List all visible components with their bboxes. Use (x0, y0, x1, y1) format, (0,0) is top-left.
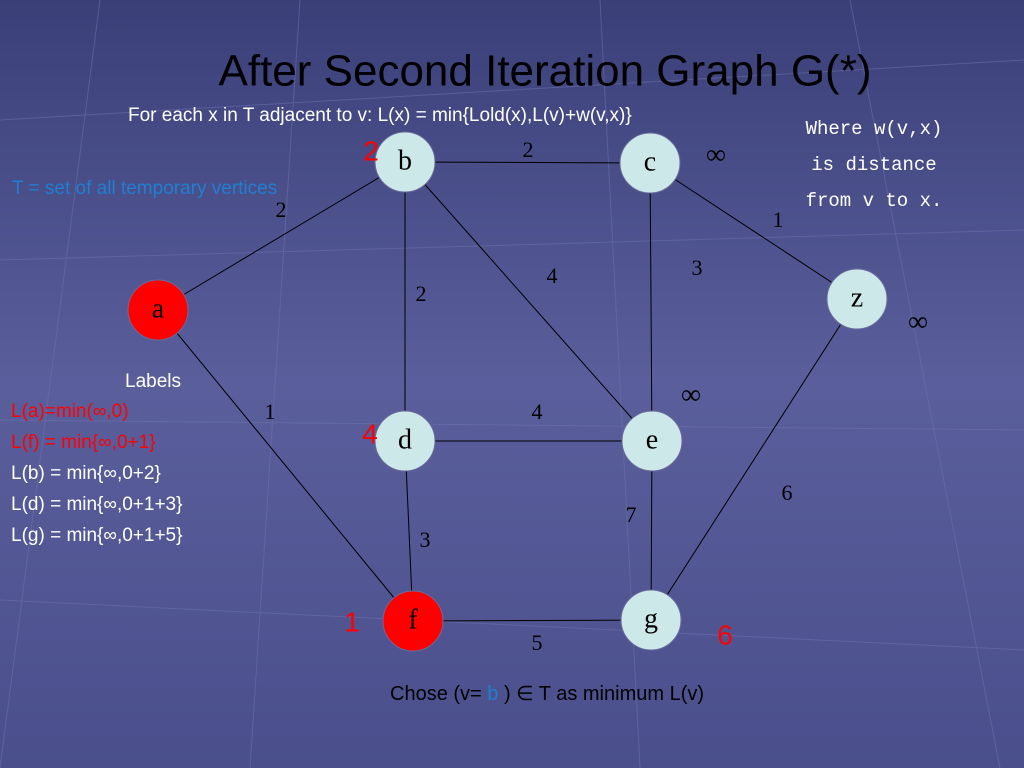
edge-weight: 2 (416, 281, 427, 306)
edge-weight: 7 (626, 502, 637, 527)
label-line: L(a)=min(∞,0) (11, 401, 129, 422)
node-label: e (646, 424, 658, 455)
node-label: f (408, 604, 418, 635)
edge (412, 619, 652, 622)
edge-weight: 3 (692, 255, 703, 280)
edge-weight: 2 (276, 197, 287, 222)
distance-label: 6 (717, 619, 733, 650)
node (374, 410, 436, 472)
note-line: from v to x. (806, 190, 943, 212)
node-label: c (644, 146, 656, 177)
distance-label: 4 (362, 418, 378, 449)
edge-weight: 4 (532, 399, 543, 424)
footer-text: Chose (v= (390, 683, 482, 705)
distance-label: ∞ (908, 306, 928, 337)
edge (157, 309, 414, 622)
node-label: a (152, 293, 165, 324)
node-label: b (398, 145, 412, 176)
node (374, 131, 436, 193)
note-line: Where w(v,x) (806, 118, 943, 140)
node (382, 590, 444, 652)
edge-weight: 3 (420, 527, 431, 552)
distance-label: 2 (363, 135, 379, 166)
edges: 2 2 1 2 4 3 1 4 3 7 6 5 (157, 137, 858, 655)
edge (404, 161, 653, 442)
edge-weight: 1 (773, 207, 784, 232)
distance-label: ∞ (706, 139, 726, 170)
edge (404, 161, 651, 164)
labels-heading: Labels (125, 371, 181, 392)
edge (649, 162, 653, 442)
label-line: L(f) = min{∞,0+1} (11, 432, 156, 453)
node-label: z (851, 282, 863, 313)
label-line: L(d) = min{∞,0+1+3} (11, 494, 182, 515)
label-line: L(g) = min{∞,0+1+5} (11, 525, 182, 546)
edge (650, 298, 858, 621)
node (620, 589, 682, 651)
distance-label: ∞ (681, 379, 701, 410)
footer-vertex: b (487, 683, 498, 705)
label-line: L(b) = min{∞,0+2} (11, 463, 161, 484)
node (619, 132, 681, 194)
edge (157, 161, 406, 311)
node-label: g (644, 603, 658, 634)
edge-weight: 2 (523, 137, 534, 162)
edge-weight: 6 (782, 480, 793, 505)
distance-label: 1 (344, 606, 360, 637)
node (621, 410, 683, 472)
edge-weight: 4 (547, 263, 558, 288)
nodes: a b c z d e f g 2 ∞ ∞ ∞ 4 1 6 (127, 131, 928, 652)
note-line: is distance (811, 154, 936, 176)
edge-weight: 5 (532, 630, 543, 655)
footer-text: ) ∈ T as minimum L(v) (504, 683, 704, 705)
rule: For each x in T adjacent to v: L(x) = mi… (128, 105, 632, 126)
node (826, 268, 888, 330)
edge-weight: 1 (265, 399, 276, 424)
labels-list: L(a)=min(∞,0) L(f) = min{∞,0+1} L(b) = min… (11, 401, 182, 546)
footer: Chose (v= b ) ∈ T as minimum L(v) (390, 683, 704, 705)
edge (649, 162, 858, 300)
title: After Second Iteration Graph G(*) (219, 47, 872, 96)
definition: T = set of all temporary vertices (12, 178, 277, 199)
node-label: d (398, 424, 412, 455)
node (127, 279, 189, 341)
